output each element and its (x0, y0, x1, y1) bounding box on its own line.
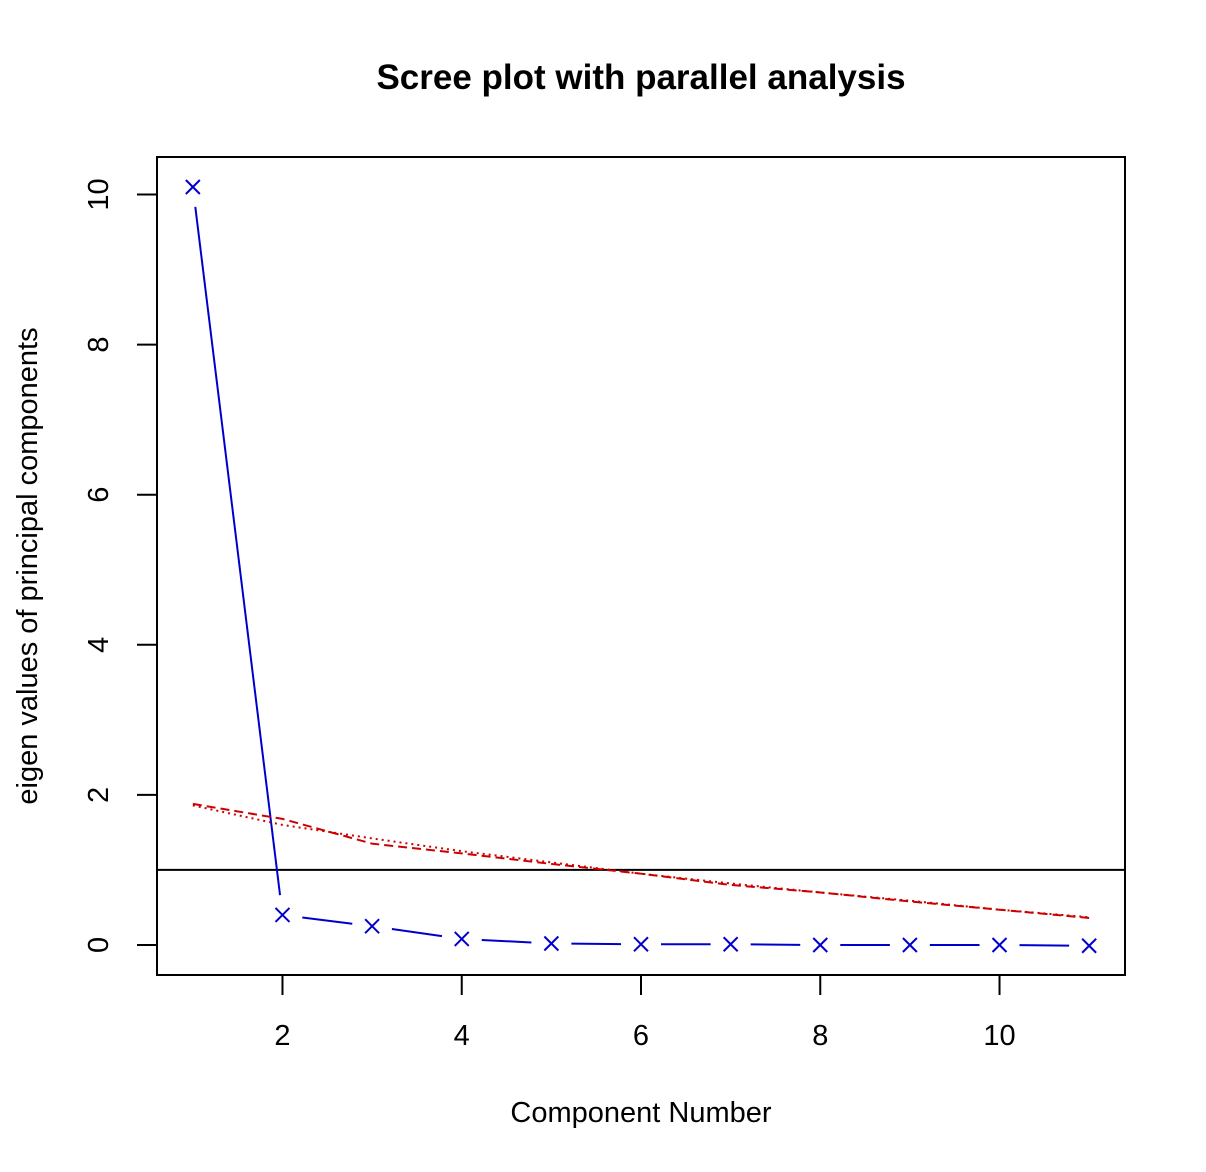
series-1-line (192, 802, 1090, 919)
series-0-point (364, 918, 380, 934)
x-tick-label: 8 (812, 1020, 828, 1052)
series-2-line (192, 804, 1090, 919)
y-axis: 0 2 4 6 8 10 (83, 178, 157, 953)
y-tick-label: 8 (83, 337, 115, 353)
series-0-point (902, 937, 918, 953)
series-0-point (1081, 938, 1097, 954)
plot-frame (156, 156, 1126, 976)
series-0-point (722, 936, 739, 952)
series-0-point (991, 937, 1008, 953)
series-0-point (454, 931, 470, 947)
y-tick-label: 0 (83, 937, 115, 953)
y-tick-label: 4 (83, 637, 115, 653)
y-tick-label: 2 (83, 787, 115, 803)
x-axis-label: Component Number (510, 1097, 771, 1129)
chart-title: Scree plot with parallel analysis (376, 58, 906, 97)
x-tick-label: 10 (983, 1020, 1015, 1052)
y-tick-label: 6 (83, 487, 115, 503)
y-tick-label: 10 (83, 178, 115, 210)
series-0-point (185, 179, 201, 195)
series-layer (157, 179, 1125, 954)
series-0-point (812, 937, 828, 953)
series-0-point (274, 907, 291, 923)
series-0-point (543, 935, 560, 952)
y-axis-label: eigen values of principal components (12, 327, 44, 804)
x-tick-label: 4 (454, 1020, 470, 1052)
series-0-segment (302, 916, 353, 925)
x-axis: 2 4 6 8 10 (274, 975, 1016, 1052)
x-tick-label: 6 (633, 1020, 649, 1052)
series-0-segment (481, 938, 532, 944)
x-tick-label: 2 (274, 1020, 290, 1052)
series-0-segment (194, 206, 282, 896)
series-0-segment (391, 928, 443, 938)
series-0-point (633, 936, 649, 952)
